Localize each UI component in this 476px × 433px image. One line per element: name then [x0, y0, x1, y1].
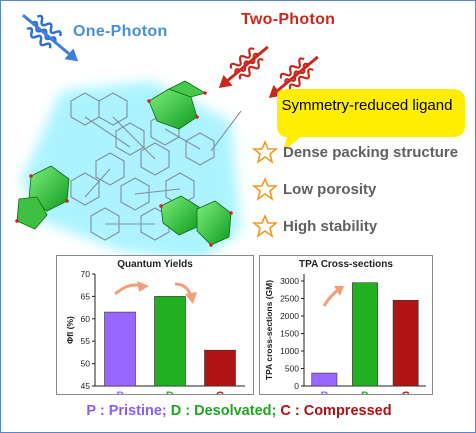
x-tick-label: D — [166, 390, 174, 394]
bar — [104, 311, 136, 387]
chart-title: TPA Cross-sections — [299, 259, 393, 270]
trend-arrowhead-icon — [137, 281, 149, 292]
y-tick-label: 65 — [81, 291, 91, 301]
two-photon-beam-icon — [218, 45, 319, 98]
y-tick-label: 70 — [81, 269, 91, 279]
trend-arrowhead-icon — [334, 286, 344, 296]
quantum-yield-chart: 45 50 55 60 65 70 Φfl (%) P D C — [65, 269, 245, 394]
x-tick-label: C — [216, 390, 224, 394]
one-photon-label: One-Photon — [73, 23, 168, 40]
star-outline-icon — [251, 213, 279, 238]
bar — [352, 282, 378, 387]
x-tick-label: C — [402, 390, 410, 394]
bar — [154, 296, 186, 387]
legend-compressed: C : Compressed — [280, 403, 392, 419]
y-tick-label: 2000 — [280, 311, 299, 321]
x-tick-label: D — [361, 390, 369, 394]
y-tick-label: 50 — [81, 359, 91, 369]
legend: P : Pristine; D : Desolvated; C : Compre… — [1, 403, 475, 419]
y-axis-label: Φfl (%) — [65, 316, 75, 344]
bar — [392, 299, 419, 387]
star-outline-icon — [251, 139, 279, 164]
y-tick-label: 1000 — [280, 346, 299, 356]
legend-desolvated: D : Desolvated; — [170, 403, 277, 419]
quantum-yield-panel: Quantum Yields 45 50 55 60 65 70 Φfl (%) P D C — [56, 255, 254, 395]
feature-high-stability: High stability — [283, 218, 378, 235]
x-tick-label: P — [321, 390, 328, 394]
callout-text: Symmetry-reduced ligand — [281, 97, 453, 114]
crystal-structure-icon — [15, 80, 242, 261]
y-tick-label: 55 — [81, 336, 91, 346]
two-photon-label: Two-Photon — [241, 11, 336, 28]
y-tick-label: 0 — [294, 381, 299, 391]
callout-bubble — [277, 89, 465, 151]
y-tick-label: 60 — [81, 314, 91, 324]
x-tick-label: P — [116, 390, 123, 394]
y-tick-label: 2500 — [280, 294, 299, 304]
tpa-chart: 0 500 1000 1500 2000 2500 3000 TPA cross-sectio… — [264, 274, 426, 394]
trend-arrowhead-icon — [185, 292, 197, 304]
tpa-panel: TPA Cross-sections 0 500 1000 1500 2000 2500 3… — [259, 255, 433, 395]
y-tick-label: 3000 — [280, 276, 299, 286]
bar — [311, 372, 338, 387]
y-tick-label: 500 — [285, 364, 299, 374]
legend-pristine: P : Pristine; — [86, 403, 167, 419]
one-photon-beam-icon — [21, 13, 79, 62]
feature-dense-packing: Dense packing structure — [283, 144, 459, 161]
bar — [204, 349, 236, 387]
trend-arrow-icon — [322, 288, 339, 307]
y-tick-label: 1500 — [280, 329, 299, 339]
feature-low-porosity: Low porosity — [283, 181, 377, 198]
y-tick-label: 45 — [81, 381, 91, 391]
trend-arrow-icon — [114, 283, 142, 296]
chart-title: Quantum Yields — [117, 259, 193, 270]
star-outline-icon — [251, 176, 279, 201]
y-axis-label: TPA cross-sections (GM) — [264, 280, 274, 380]
